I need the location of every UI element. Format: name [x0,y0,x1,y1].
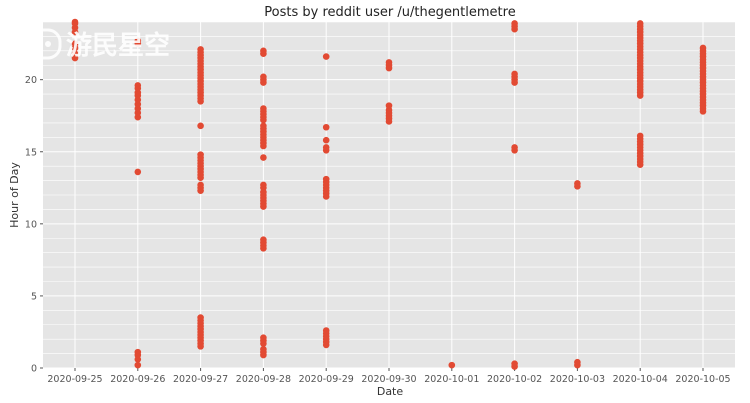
data-point [699,44,707,52]
data-point [322,175,330,183]
watermark: 游民星空 [18,28,170,61]
data-point [385,102,393,109]
data-point [511,70,518,78]
data-point [260,236,267,243]
data-point [134,168,142,176]
x-tick-label: 2020-10-04 [613,374,668,385]
data-points [71,18,707,370]
x-tick-label: 2020-10-03 [550,374,605,385]
controller-icon [18,28,62,60]
data-point [260,105,267,112]
y-tick-label: 15 [25,147,37,158]
x-tick-label: 2020-09-30 [361,374,416,385]
y-tick-label: 10 [25,219,37,230]
data-point [511,360,518,367]
data-point [134,37,142,45]
x-axis-title: Date [377,385,404,398]
y-axis-ticks: 0 5 10 15 20 [25,75,43,375]
y-tick-label: 20 [25,75,37,86]
y-tick-label: 5 [31,291,37,302]
data-point [385,59,393,66]
x-axis-ticks: 2020-09-25 2020-09-26 2020-09-27 2020-09-28… [47,368,731,385]
data-point [71,40,79,47]
y-axis-title: Hour of Day [8,162,21,228]
data-point [322,123,330,131]
data-point [511,20,518,27]
x-tick-label: 2020-09-29 [299,374,354,385]
data-point [71,18,79,26]
data-point [260,345,267,353]
data-point [197,314,204,321]
data-point [197,151,204,158]
data-point [574,358,581,366]
data-point [636,20,644,27]
data-point [574,180,581,187]
data-point [511,144,518,151]
data-point [448,361,456,369]
data-point [322,327,330,334]
x-tick-label: 2020-09-25 [47,374,102,385]
data-point [322,136,330,144]
data-point [260,154,267,161]
data-point [71,50,79,58]
data-point [260,47,267,55]
data-point [197,46,204,53]
data-point [636,132,644,140]
chart-title: Posts by reddit user /u/thegentlemetre [264,5,515,20]
data-point [260,122,267,130]
x-tick-label: 2020-10-01 [424,374,479,385]
data-point [197,122,204,130]
x-tick-label: 2020-09-26 [110,374,165,385]
data-point [260,334,267,342]
x-tick-label: 2020-09-27 [173,374,228,385]
data-point [260,181,267,189]
y-tick-label: 0 [31,364,37,375]
data-point [260,73,267,81]
x-tick-label: 2020-10-02 [487,374,542,385]
data-point [197,181,204,189]
data-point [134,348,142,356]
x-tick-label: 2020-09-28 [236,374,291,385]
x-tick-label: 2020-10-05 [675,374,730,385]
watermark-text: 游民星空 [66,30,170,61]
data-point [134,82,142,89]
data-point [322,53,330,60]
data-point [134,361,142,369]
data-point [322,144,330,151]
